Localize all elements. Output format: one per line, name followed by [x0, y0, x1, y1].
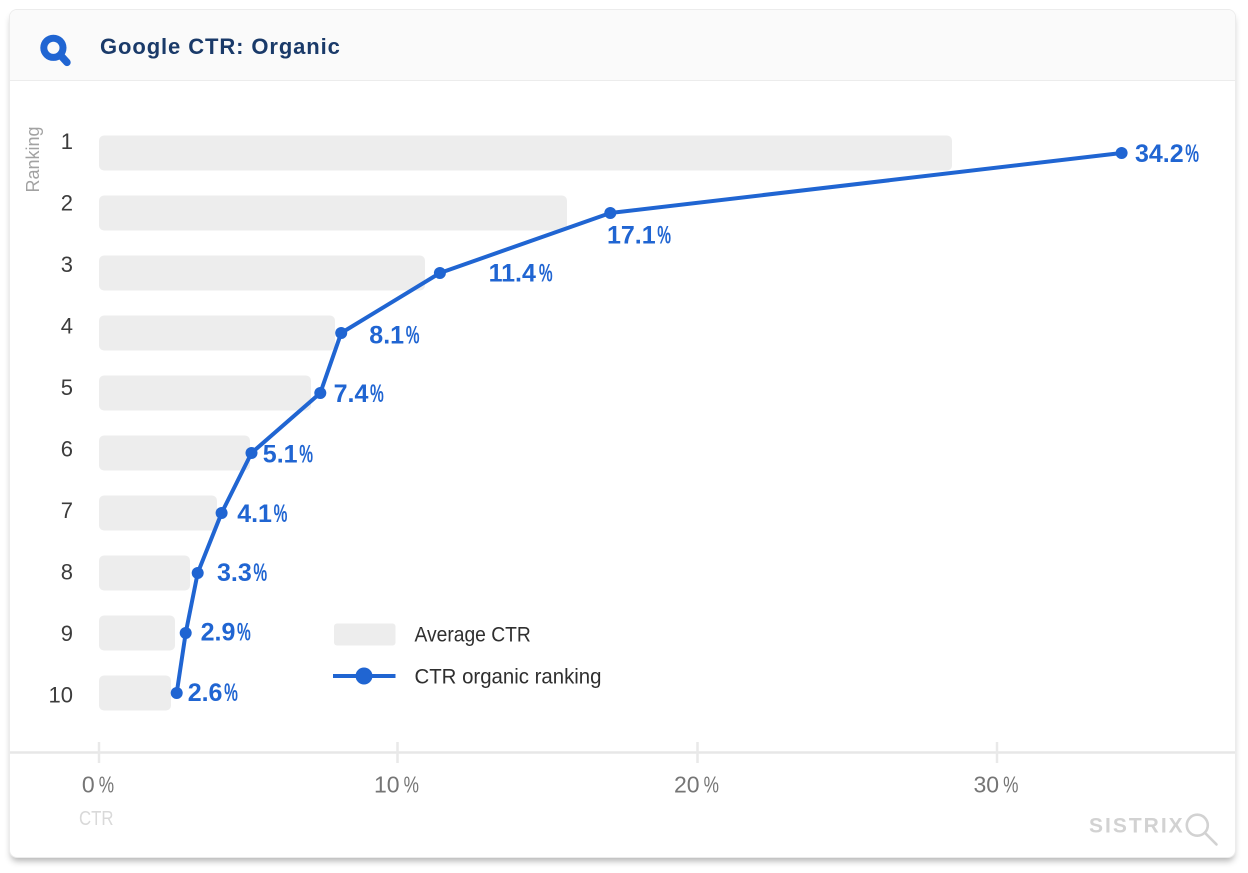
svg-text:30: 30 [974, 772, 1000, 798]
svg-text:%: % [274, 500, 288, 528]
svg-text:17.1: 17.1 [607, 222, 656, 250]
svg-text:11.4: 11.4 [489, 260, 536, 288]
svg-text:%: % [370, 380, 384, 408]
svg-text:%: % [237, 619, 251, 647]
svg-text:1: 1 [61, 129, 73, 154]
svg-text:7.4: 7.4 [334, 380, 369, 408]
svg-text:9: 9 [61, 621, 73, 646]
svg-text:2: 2 [61, 191, 73, 216]
svg-text:34.2: 34.2 [1135, 140, 1184, 168]
svg-text:Ranking: Ranking [23, 126, 43, 192]
svg-text:20: 20 [674, 772, 700, 798]
svg-text:%: % [99, 773, 114, 798]
svg-text:%: % [1003, 773, 1018, 798]
svg-text:Average CTR: Average CTR [415, 624, 531, 647]
svg-text:CTR organic ranking: CTR organic ranking [415, 666, 602, 689]
svg-text:8: 8 [61, 560, 73, 585]
svg-text:%: % [299, 441, 313, 469]
svg-text:7: 7 [61, 498, 73, 523]
svg-text:CTR: CTR [79, 808, 114, 830]
svg-text:6: 6 [61, 437, 73, 462]
svg-text:%: % [406, 322, 420, 350]
svg-text:SISTRIX: SISTRIX [1089, 815, 1185, 838]
svg-text:2.9: 2.9 [201, 619, 236, 647]
svg-text:2.6: 2.6 [188, 679, 223, 707]
svg-text:%: % [404, 773, 419, 798]
svg-text:0: 0 [82, 772, 95, 798]
svg-text:5: 5 [61, 375, 73, 400]
svg-text:%: % [1185, 140, 1199, 168]
svg-text:3: 3 [61, 252, 73, 277]
svg-text:%: % [253, 559, 267, 587]
svg-text:4.1: 4.1 [237, 500, 272, 528]
svg-text:4: 4 [61, 314, 73, 339]
svg-text:3.3: 3.3 [217, 559, 252, 587]
svg-text:10: 10 [49, 683, 73, 708]
svg-text:%: % [657, 222, 671, 250]
svg-text:8.1: 8.1 [369, 322, 404, 350]
svg-text:5.1: 5.1 [263, 441, 298, 469]
svg-text:10: 10 [374, 772, 400, 798]
svg-text:%: % [224, 679, 238, 707]
svg-text:%: % [704, 773, 719, 798]
svg-text:%: % [539, 260, 553, 288]
